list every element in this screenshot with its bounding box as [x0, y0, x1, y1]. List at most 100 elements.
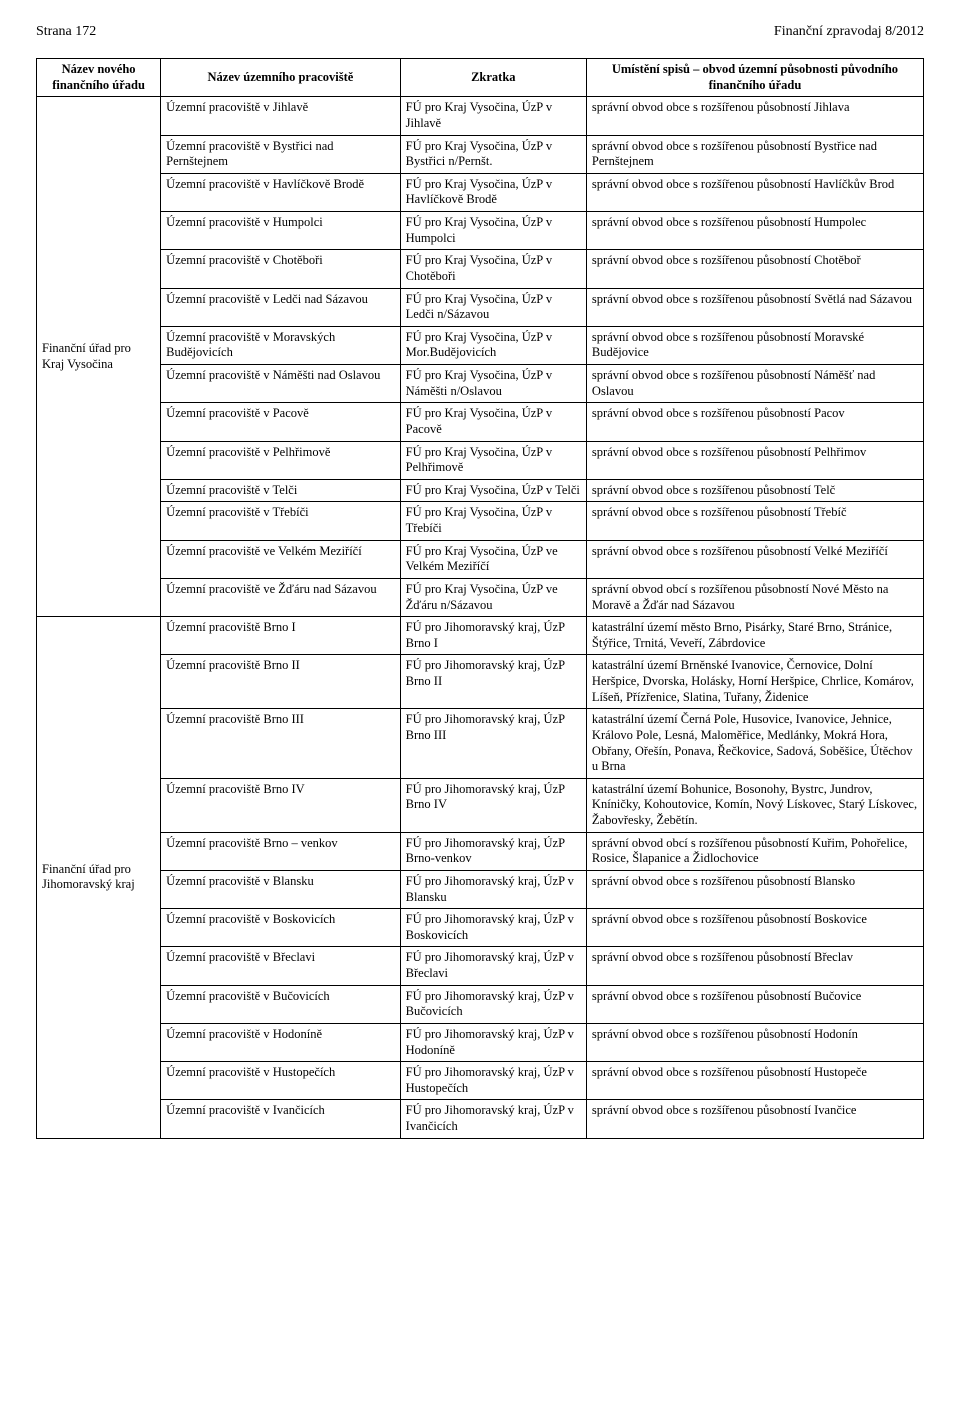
cell-umisteni: katastrální území Brněnské Ivanovice, Če…	[586, 655, 923, 709]
cell-pracoviste: Územní pracoviště Brno III	[161, 709, 400, 779]
table-row: Územní pracoviště Brno – venkovFÚ pro Ji…	[37, 832, 924, 870]
cell-pracoviste: Územní pracoviště v Náměšti nad Oslavou	[161, 365, 400, 403]
table-row: Územní pracoviště v BučovicíchFÚ pro Jih…	[37, 985, 924, 1023]
table-row: Finanční úřad pro Kraj VysočinaÚzemní pr…	[37, 97, 924, 135]
cell-zkratka: FÚ pro Kraj Vysočina, ÚzP v Pacově	[400, 403, 586, 441]
cell-umisteni: správní obvod obce s rozšířenou působnos…	[586, 502, 923, 540]
cell-pracoviste: Územní pracoviště v Pacově	[161, 403, 400, 441]
cell-umisteni: správní obvod obce s rozšířenou působnos…	[586, 947, 923, 985]
cell-pracoviste: Územní pracoviště v Třebíči	[161, 502, 400, 540]
cell-pracoviste: Územní pracoviště v Ledči nad Sázavou	[161, 288, 400, 326]
cell-umisteni: katastrální území Černá Pole, Husovice, …	[586, 709, 923, 779]
table-row: Územní pracoviště v ChotěbořiFÚ pro Kraj…	[37, 250, 924, 288]
cell-umisteni: správní obvod obcí s rozšířenou působnos…	[586, 832, 923, 870]
cell-zkratka: FÚ pro Kraj Vysočina, ÚzP ve Velkém Mezi…	[400, 540, 586, 578]
table-row: Územní pracoviště v BlanskuFÚ pro Jihomo…	[37, 870, 924, 908]
table-row: Územní pracoviště v Bystřici nad Pernšte…	[37, 135, 924, 173]
cell-zkratka: FÚ pro Jihomoravský kraj, ÚzP Brno IV	[400, 778, 586, 832]
cell-pracoviste: Územní pracoviště v Blansku	[161, 870, 400, 908]
cell-zkratka: FÚ pro Jihomoravský kraj, ÚzP Brno-venko…	[400, 832, 586, 870]
cell-pracoviste: Územní pracoviště v Havlíčkově Brodě	[161, 173, 400, 211]
cell-umisteni: správní obvod obcí s rozšířenou působnos…	[586, 578, 923, 616]
cell-fin-office: Finanční úřad pro Jihomoravský kraj	[37, 617, 161, 1139]
cell-umisteni: správní obvod obce s rozšířenou působnos…	[586, 212, 923, 250]
table-row: Územní pracoviště ve Žďáru nad SázavouFÚ…	[37, 578, 924, 616]
cell-pracoviste: Územní pracoviště v Telči	[161, 479, 400, 502]
col-head-zkratka: Zkratka	[400, 59, 586, 97]
cell-umisteni: správní obvod obce s rozšířenou působnos…	[586, 985, 923, 1023]
cell-zkratka: FÚ pro Jihomoravský kraj, ÚzP v Hustopeč…	[400, 1062, 586, 1100]
table-row: Územní pracoviště v BoskovicíchFÚ pro Ji…	[37, 909, 924, 947]
table-row: Územní pracoviště Brno IIFÚ pro Jihomora…	[37, 655, 924, 709]
cell-zkratka: FÚ pro Kraj Vysočina, ÚzP v Náměšti n/Os…	[400, 365, 586, 403]
col-head-pracoviste: Název územního pracoviště	[161, 59, 400, 97]
table-row: Územní pracoviště Brno IVFÚ pro Jihomora…	[37, 778, 924, 832]
cell-umisteni: správní obvod obce s rozšířenou působnos…	[586, 441, 923, 479]
cell-pracoviste: Územní pracoviště v Břeclavi	[161, 947, 400, 985]
cell-umisteni: správní obvod obce s rozšířenou působnos…	[586, 479, 923, 502]
cell-umisteni: správní obvod obce s rozšířenou působnos…	[586, 365, 923, 403]
cell-zkratka: FÚ pro Jihomoravský kraj, ÚzP v Ivančicí…	[400, 1100, 586, 1138]
page-header: Strana 172 Finanční zpravodaj 8/2012	[36, 24, 924, 40]
cell-zkratka: FÚ pro Kraj Vysočina, ÚzP v Telči	[400, 479, 586, 502]
cell-pracoviste: Územní pracoviště Brno I	[161, 617, 400, 655]
cell-umisteni: správní obvod obce s rozšířenou působnos…	[586, 135, 923, 173]
cell-zkratka: FÚ pro Kraj Vysočina, ÚzP v Ledči n/Sáza…	[400, 288, 586, 326]
cell-zkratka: FÚ pro Kraj Vysočina, ÚzP v Bystřici n/P…	[400, 135, 586, 173]
cell-umisteni: správní obvod obce s rozšířenou působnos…	[586, 540, 923, 578]
table-row: Územní pracoviště v PacověFÚ pro Kraj Vy…	[37, 403, 924, 441]
cell-pracoviste: Územní pracoviště v Humpolci	[161, 212, 400, 250]
table-row: Územní pracoviště v HumpolciFÚ pro Kraj …	[37, 212, 924, 250]
cell-zkratka: FÚ pro Jihomoravský kraj, ÚzP Brno II	[400, 655, 586, 709]
cell-umisteni: správní obvod obce s rozšířenou působnos…	[586, 173, 923, 211]
cell-zkratka: FÚ pro Jihomoravský kraj, ÚzP v Břeclavi	[400, 947, 586, 985]
page-number: Strana 172	[36, 24, 96, 40]
cell-zkratka: FÚ pro Kraj Vysočina, ÚzP v Pelhřimově	[400, 441, 586, 479]
table-row: Územní pracoviště Brno IIIFÚ pro Jihomor…	[37, 709, 924, 779]
table-row: Územní pracoviště v Ledči nad SázavouFÚ …	[37, 288, 924, 326]
table-row: Územní pracoviště v IvančicíchFÚ pro Jih…	[37, 1100, 924, 1138]
cell-zkratka: FÚ pro Kraj Vysočina, ÚzP v Mor.Budějovi…	[400, 326, 586, 364]
cell-zkratka: FÚ pro Kraj Vysočina, ÚzP v Humpolci	[400, 212, 586, 250]
cell-umisteni: katastrální území město Brno, Pisárky, S…	[586, 617, 923, 655]
cell-umisteni: správní obvod obce s rozšířenou působnos…	[586, 326, 923, 364]
cell-zkratka: FÚ pro Kraj Vysočina, ÚzP v Havlíčkově B…	[400, 173, 586, 211]
table-row: Územní pracoviště v TřebíčiFÚ pro Kraj V…	[37, 502, 924, 540]
cell-umisteni: správní obvod obce s rozšířenou působnos…	[586, 870, 923, 908]
table-row: Územní pracoviště v Náměšti nad OslavouF…	[37, 365, 924, 403]
cell-umisteni: správní obvod obce s rozšířenou působnos…	[586, 1062, 923, 1100]
cell-pracoviste: Územní pracoviště Brno IV	[161, 778, 400, 832]
table-row: Územní pracoviště v Havlíčkově BroděFÚ p…	[37, 173, 924, 211]
cell-pracoviste: Územní pracoviště v Ivančicích	[161, 1100, 400, 1138]
cell-zkratka: FÚ pro Jihomoravský kraj, ÚzP v Bučovicí…	[400, 985, 586, 1023]
main-table: Název nového finančního úřadu Název územ…	[36, 58, 924, 1139]
cell-umisteni: katastrální území Bohunice, Bosonohy, By…	[586, 778, 923, 832]
cell-zkratka: FÚ pro Jihomoravský kraj, ÚzP Brno III	[400, 709, 586, 779]
cell-umisteni: správní obvod obce s rozšířenou působnos…	[586, 250, 923, 288]
table-row: Územní pracoviště v HustopečíchFÚ pro Ji…	[37, 1062, 924, 1100]
cell-fin-office: Finanční úřad pro Kraj Vysočina	[37, 97, 161, 617]
cell-zkratka: FÚ pro Jihomoravský kraj, ÚzP v Blansku	[400, 870, 586, 908]
cell-umisteni: správní obvod obce s rozšířenou působnos…	[586, 403, 923, 441]
cell-zkratka: FÚ pro Kraj Vysočina, ÚzP v Třebíči	[400, 502, 586, 540]
cell-umisteni: správní obvod obce s rozšířenou působnos…	[586, 97, 923, 135]
cell-pracoviste: Územní pracoviště v Bystřici nad Pernšte…	[161, 135, 400, 173]
cell-pracoviste: Územní pracoviště v Chotěboři	[161, 250, 400, 288]
cell-umisteni: správní obvod obce s rozšířenou působnos…	[586, 1100, 923, 1138]
cell-umisteni: správní obvod obce s rozšířenou působnos…	[586, 288, 923, 326]
cell-pracoviste: Územní pracoviště v Boskovicích	[161, 909, 400, 947]
table-row: Územní pracoviště v HodoníněFÚ pro Jihom…	[37, 1023, 924, 1061]
col-head-umisteni: Umístění spisů – obvod územní působnosti…	[586, 59, 923, 97]
cell-pracoviste: Územní pracoviště v Hustopečích	[161, 1062, 400, 1100]
table-row: Územní pracoviště v Moravských Budějovic…	[37, 326, 924, 364]
publication-title: Finanční zpravodaj 8/2012	[774, 24, 924, 40]
cell-pracoviste: Územní pracoviště v Hodoníně	[161, 1023, 400, 1061]
table-row: Finanční úřad pro Jihomoravský krajÚzemn…	[37, 617, 924, 655]
table-row: Územní pracoviště v PelhřimověFÚ pro Kra…	[37, 441, 924, 479]
cell-zkratka: FÚ pro Jihomoravský kraj, ÚzP v Boskovic…	[400, 909, 586, 947]
cell-pracoviste: Územní pracoviště v Jihlavě	[161, 97, 400, 135]
table-header-row: Název nového finančního úřadu Název územ…	[37, 59, 924, 97]
cell-zkratka: FÚ pro Jihomoravský kraj, ÚzP v Hodoníně	[400, 1023, 586, 1061]
cell-zkratka: FÚ pro Kraj Vysočina, ÚzP v Chotěboři	[400, 250, 586, 288]
cell-zkratka: FÚ pro Kraj Vysočina, ÚzP ve Žďáru n/Sáz…	[400, 578, 586, 616]
